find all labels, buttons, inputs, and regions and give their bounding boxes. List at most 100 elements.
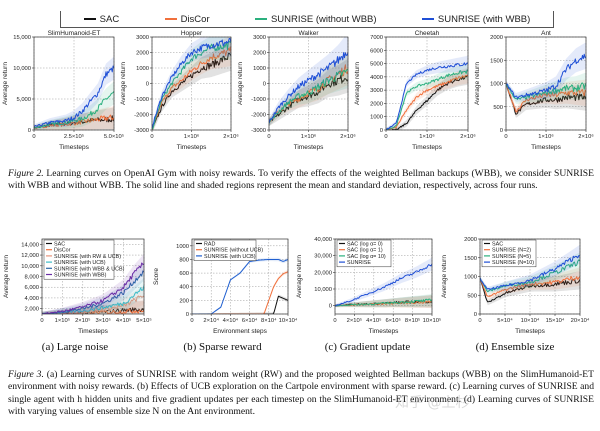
x-axis-label: Timesteps: [294, 144, 324, 151]
caption-text: (a) Learning curves of SUNRISE with rand…: [8, 369, 594, 417]
x-axis-label: Timesteps: [59, 144, 89, 151]
x-axis-label: Timesteps: [177, 144, 207, 151]
series-line: [335, 263, 432, 307]
x-tick-label: 4×10⁵: [116, 317, 132, 324]
y-tick-label: 2000: [136, 51, 149, 57]
plot-area: [42, 253, 144, 314]
x-tick-label: 3×10⁵: [95, 317, 111, 324]
plot-area: [506, 42, 586, 118]
legend-swatch: [421, 18, 434, 20]
y-tick-label: 0: [500, 128, 503, 134]
std-band: [335, 293, 432, 308]
x-axis-label: Timesteps: [78, 328, 108, 335]
legend-box: [193, 239, 257, 261]
x-tick-label: 10×10⁵: [423, 317, 442, 324]
y-tick-label: 500: [467, 293, 477, 299]
plot-area: [192, 257, 288, 314]
caption-label: Figure 3.: [8, 369, 44, 380]
y-tick-label: 2,000: [24, 307, 39, 313]
plot-frame: [268, 36, 349, 131]
series-line: [506, 53, 586, 99]
plot-frame: [191, 238, 289, 315]
y-tick-label: 1500: [490, 58, 503, 64]
x-tick-label: 10×10⁴: [521, 317, 540, 324]
legend-label: SAC (log α= 10): [347, 254, 386, 260]
plot-area: [269, 37, 348, 127]
y-axis-label: Average return: [296, 255, 303, 298]
x-tick-label: 2×10⁶: [223, 133, 239, 140]
y-tick-label: 10,000: [21, 264, 39, 270]
legend-label: SAC (log α= 0): [347, 242, 383, 248]
y-tick-label: 500: [493, 105, 503, 111]
y-tick-label: 8,000: [24, 275, 39, 281]
watermark: 知乎 @上杉: [395, 395, 470, 411]
chart-slimhumanoid: SlimHumanoid-ET 0 5,000 10,000 15,000 0 2.5×10…: [0, 28, 125, 152]
legend-label: SUNRISE (without UCB): [204, 248, 263, 254]
y-tick-label: 0: [380, 128, 383, 134]
y-tick-label: 0: [186, 312, 189, 318]
y-tick-label: 7000: [370, 35, 383, 41]
std-band: [42, 285, 144, 314]
legend-label: DisCor: [54, 248, 71, 254]
x-tick-label: 0: [150, 134, 153, 140]
x-tick-label: 2×10⁶: [578, 133, 594, 140]
x-tick-label: 8×10⁴: [261, 317, 277, 324]
y-tick-label: 3000: [136, 35, 149, 41]
plot-frame: [151, 36, 232, 131]
plot-frame: [334, 238, 433, 315]
plot-area: [386, 55, 468, 130]
series-line: [506, 82, 586, 100]
y-tick-label: 4,000: [24, 296, 39, 302]
series-line: [506, 84, 586, 115]
x-axis-label: Timesteps: [412, 144, 442, 151]
chart-title: Walker: [299, 30, 320, 37]
std-band: [480, 244, 580, 293]
y-tick-label: 1500: [464, 256, 477, 262]
legend-item: SUNRISE (without WBB): [254, 13, 377, 25]
y-tick-label: -3000: [134, 128, 149, 134]
series-line: [34, 91, 114, 129]
x-tick-label: 8×10⁵: [405, 317, 421, 324]
chart-sparse-reward: 0 200 400 600 800 1000 0 2×10⁴ 4×10⁴ 6×10⁴ 8×10⁴ 10…: [150, 230, 298, 336]
y-tick-label: 3000: [370, 88, 383, 94]
y-tick-label: 6000: [370, 48, 383, 54]
x-tick-label: 1×10⁶: [301, 133, 317, 140]
std-band: [152, 40, 231, 130]
y-tick-label: 30,000: [314, 254, 332, 260]
legend-swatch: [254, 18, 267, 20]
legend-label: DisCor: [180, 13, 210, 25]
y-tick-label: -2000: [251, 113, 266, 119]
x-tick-label: 0: [40, 318, 43, 324]
y-tick-label: 0: [329, 304, 332, 310]
y-axis-label: Average return: [474, 62, 481, 105]
legend-label: SUNRISE (with WBB): [437, 13, 531, 25]
chart-title: SlimHumanoid-ET: [48, 30, 101, 37]
y-axis-label: Average return: [354, 62, 361, 105]
series-line: [386, 62, 468, 130]
x-axis-label: Timesteps: [369, 328, 399, 335]
y-tick-label: -3000: [251, 128, 266, 134]
series-line: [480, 275, 580, 297]
caption-text: Learning curves on OpenAI Gym with noisy…: [8, 168, 594, 192]
std-band: [386, 67, 468, 130]
x-tick-label: 0: [333, 318, 336, 324]
chart-walker: Walker -3000 -2000 -1000 0 1000 2000 3000 0 1×10⁶…: [235, 28, 356, 152]
std-band: [480, 252, 580, 295]
legend-label: SUNRISE (with WBB & UCB): [54, 266, 125, 272]
x-tick-label: 0: [267, 134, 270, 140]
plot-frame: [479, 238, 581, 315]
series-line: [335, 298, 432, 307]
legend-label: SUNRISE (N=5): [492, 254, 531, 260]
x-tick-label: 4×10⁴: [223, 317, 239, 324]
chart-cheetah: Cheetah 0 1000 2000 3000 4000 5000 6000 7000 0 1×1…: [352, 28, 476, 152]
subcaption-c: (c) Gradient update: [324, 341, 411, 353]
y-tick-label: 0: [28, 128, 31, 134]
chart-large-noise: 2,000 4,000 6,000 8,000 10,000 12,000 14,000 0 1…: [0, 230, 152, 336]
series-line: [386, 69, 468, 130]
y-tick-label: 10,000: [314, 287, 332, 293]
y-tick-label: 15,000: [13, 35, 31, 41]
legend-label: SUNRISE (without WBB): [270, 13, 377, 25]
y-tick-label: 20,000: [314, 270, 332, 276]
